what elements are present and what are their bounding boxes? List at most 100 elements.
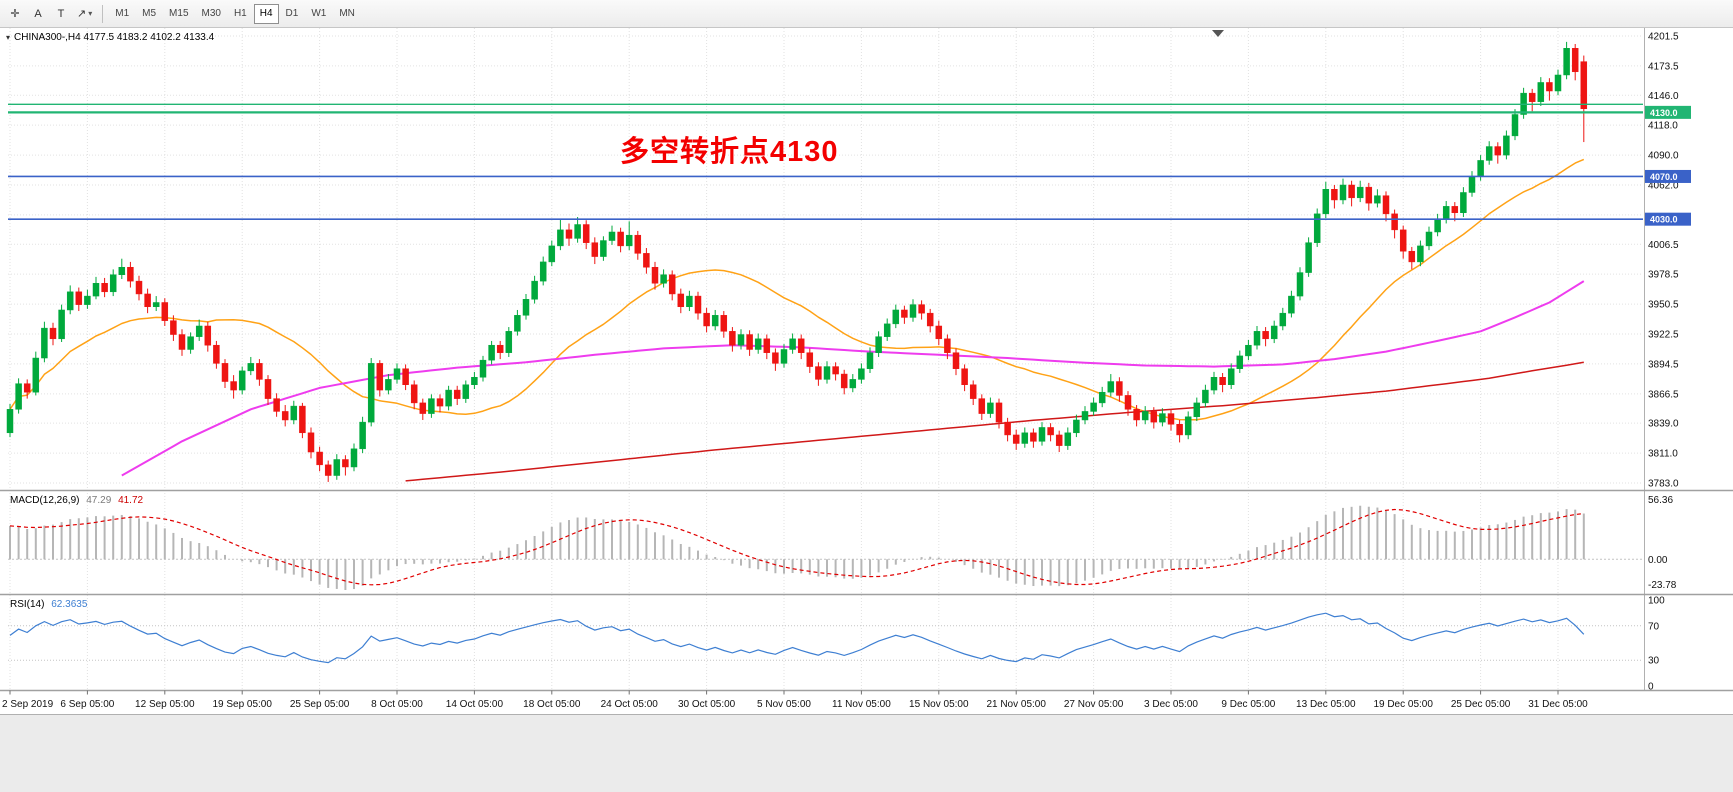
timeframe-button-w1[interactable]: W1 xyxy=(305,4,332,24)
candle xyxy=(1064,427,1072,450)
candle xyxy=(591,237,599,265)
annotation-text[interactable]: 多空转折点4130 xyxy=(620,136,839,168)
candle xyxy=(1159,408,1166,427)
time-axis-label: 24 Oct 05:00 xyxy=(601,699,659,710)
price-tick-label: 3783.0 xyxy=(1648,479,1679,490)
price-tick-label: 3978.5 xyxy=(1648,270,1679,281)
price-axis[interactable]: 4201.5 4173.5 4146.0 4118.0 4090.0 4062.0 4006… xyxy=(1644,28,1692,691)
candle xyxy=(574,217,581,243)
crosshair-tool-button[interactable]: ✛ xyxy=(4,4,26,24)
candle xyxy=(1219,372,1226,393)
timeframe-button-mn[interactable]: MN xyxy=(333,4,361,24)
oneclick-arrow-icon[interactable]: ▾ xyxy=(6,33,11,42)
candle xyxy=(324,460,332,482)
candle xyxy=(118,258,126,279)
timeframe-button-m15[interactable]: M15 xyxy=(163,4,194,24)
candle xyxy=(488,340,495,365)
candle xyxy=(1236,350,1244,373)
timeframe-button-m5[interactable]: M5 xyxy=(136,4,162,24)
price-tag: 4130.0 xyxy=(1645,105,1691,119)
candle xyxy=(32,351,40,396)
rsi-axis-label: 0 xyxy=(1648,682,1654,693)
candle xyxy=(1107,374,1115,397)
candle xyxy=(1520,87,1527,119)
candle xyxy=(617,227,624,253)
candle xyxy=(600,236,607,261)
macd-panel: 56.36 0.00 -23.78 xyxy=(8,495,1677,591)
candle xyxy=(780,344,788,368)
candle xyxy=(694,291,702,320)
candle xyxy=(195,319,203,341)
candle xyxy=(1571,44,1579,81)
candle xyxy=(797,334,805,360)
chart-window: 4201.5 4173.5 4146.0 4118.0 4090.0 4062.0 4006… xyxy=(0,28,1733,714)
timeframe-button-m30[interactable]: M30 xyxy=(196,4,227,24)
candle xyxy=(1279,307,1287,331)
time-axis-label: 25 Sep 05:00 xyxy=(290,699,350,710)
candle xyxy=(1399,225,1407,259)
candle xyxy=(1296,267,1304,301)
label-a-icon: A xyxy=(34,7,42,20)
candle xyxy=(419,398,427,420)
time-axis[interactable]: 2 Sep 2019 6 Sep 05:00 12 Sep 05:00 19 Sep … xyxy=(2,690,1588,711)
timeframe-button-h1[interactable]: H1 xyxy=(228,4,253,24)
candle xyxy=(625,221,633,251)
candle xyxy=(144,288,151,314)
candle xyxy=(1081,406,1089,425)
candle xyxy=(651,261,659,290)
candle xyxy=(565,223,573,246)
rsi-axis-label: 30 xyxy=(1648,656,1660,667)
price-tag: 4030.0 xyxy=(1645,212,1691,226)
candle xyxy=(1227,363,1235,390)
candle xyxy=(479,355,487,382)
candle xyxy=(668,270,676,301)
candle xyxy=(514,309,521,336)
candle xyxy=(1468,171,1476,197)
candle xyxy=(849,374,857,393)
candle xyxy=(1021,427,1029,448)
timeframe-button-d1[interactable]: D1 xyxy=(280,4,305,24)
price-tick-label: 3866.5 xyxy=(1648,389,1679,400)
price-tick-label: 4173.5 xyxy=(1648,61,1679,72)
timeframe-button-m1[interactable]: M1 xyxy=(109,4,135,24)
candle xyxy=(1210,371,1218,395)
time-axis-label: 11 Nov 05:00 xyxy=(832,699,891,710)
candle xyxy=(462,380,470,403)
candle xyxy=(840,369,848,395)
line-studies-toolbar: ✛ A T ↗ ▾ xyxy=(4,4,96,24)
candle xyxy=(471,371,478,390)
time-axis-label: 19 Dec 05:00 xyxy=(1373,699,1433,710)
candle xyxy=(333,454,341,480)
label-a-tool-button[interactable]: A xyxy=(27,4,49,24)
candle xyxy=(823,361,831,384)
arrow-tool-button[interactable]: ↗ ▾ xyxy=(73,4,96,24)
candle xyxy=(978,394,986,420)
candle xyxy=(763,334,771,360)
price-tick-label: 3811.0 xyxy=(1648,449,1678,460)
candle xyxy=(875,331,882,357)
candle xyxy=(1270,320,1278,344)
candle xyxy=(6,403,14,438)
candle xyxy=(109,269,117,297)
timeframe-button-h4[interactable]: H4 xyxy=(253,3,279,24)
candle xyxy=(815,362,822,386)
time-axis-label: 9 Dec 05:00 xyxy=(1221,699,1275,710)
candle xyxy=(522,293,530,320)
panel-separators[interactable] xyxy=(0,489,1733,692)
chart-canvas[interactable]: 4201.5 4173.5 4146.0 4118.0 4090.0 4062.0 4006… xyxy=(0,28,1733,714)
candle xyxy=(995,398,1003,429)
candle xyxy=(213,340,220,369)
candlestick-series xyxy=(6,41,1588,482)
candle xyxy=(901,305,908,324)
candle xyxy=(1133,405,1140,427)
horizontal-line-objects[interactable] xyxy=(8,103,1643,220)
time-axis-label: 25 Dec 05:00 xyxy=(1451,699,1511,710)
candle xyxy=(256,359,263,386)
candle xyxy=(15,378,22,414)
candle xyxy=(402,364,409,391)
time-axis-label: 5 Nov 05:00 xyxy=(757,699,811,710)
rsi-panel: 100 70 30 0 xyxy=(8,596,1665,693)
text-t-tool-button[interactable]: T xyxy=(50,4,72,24)
macd-name: MACD(12,26,9) xyxy=(10,495,80,506)
candle xyxy=(58,304,65,343)
